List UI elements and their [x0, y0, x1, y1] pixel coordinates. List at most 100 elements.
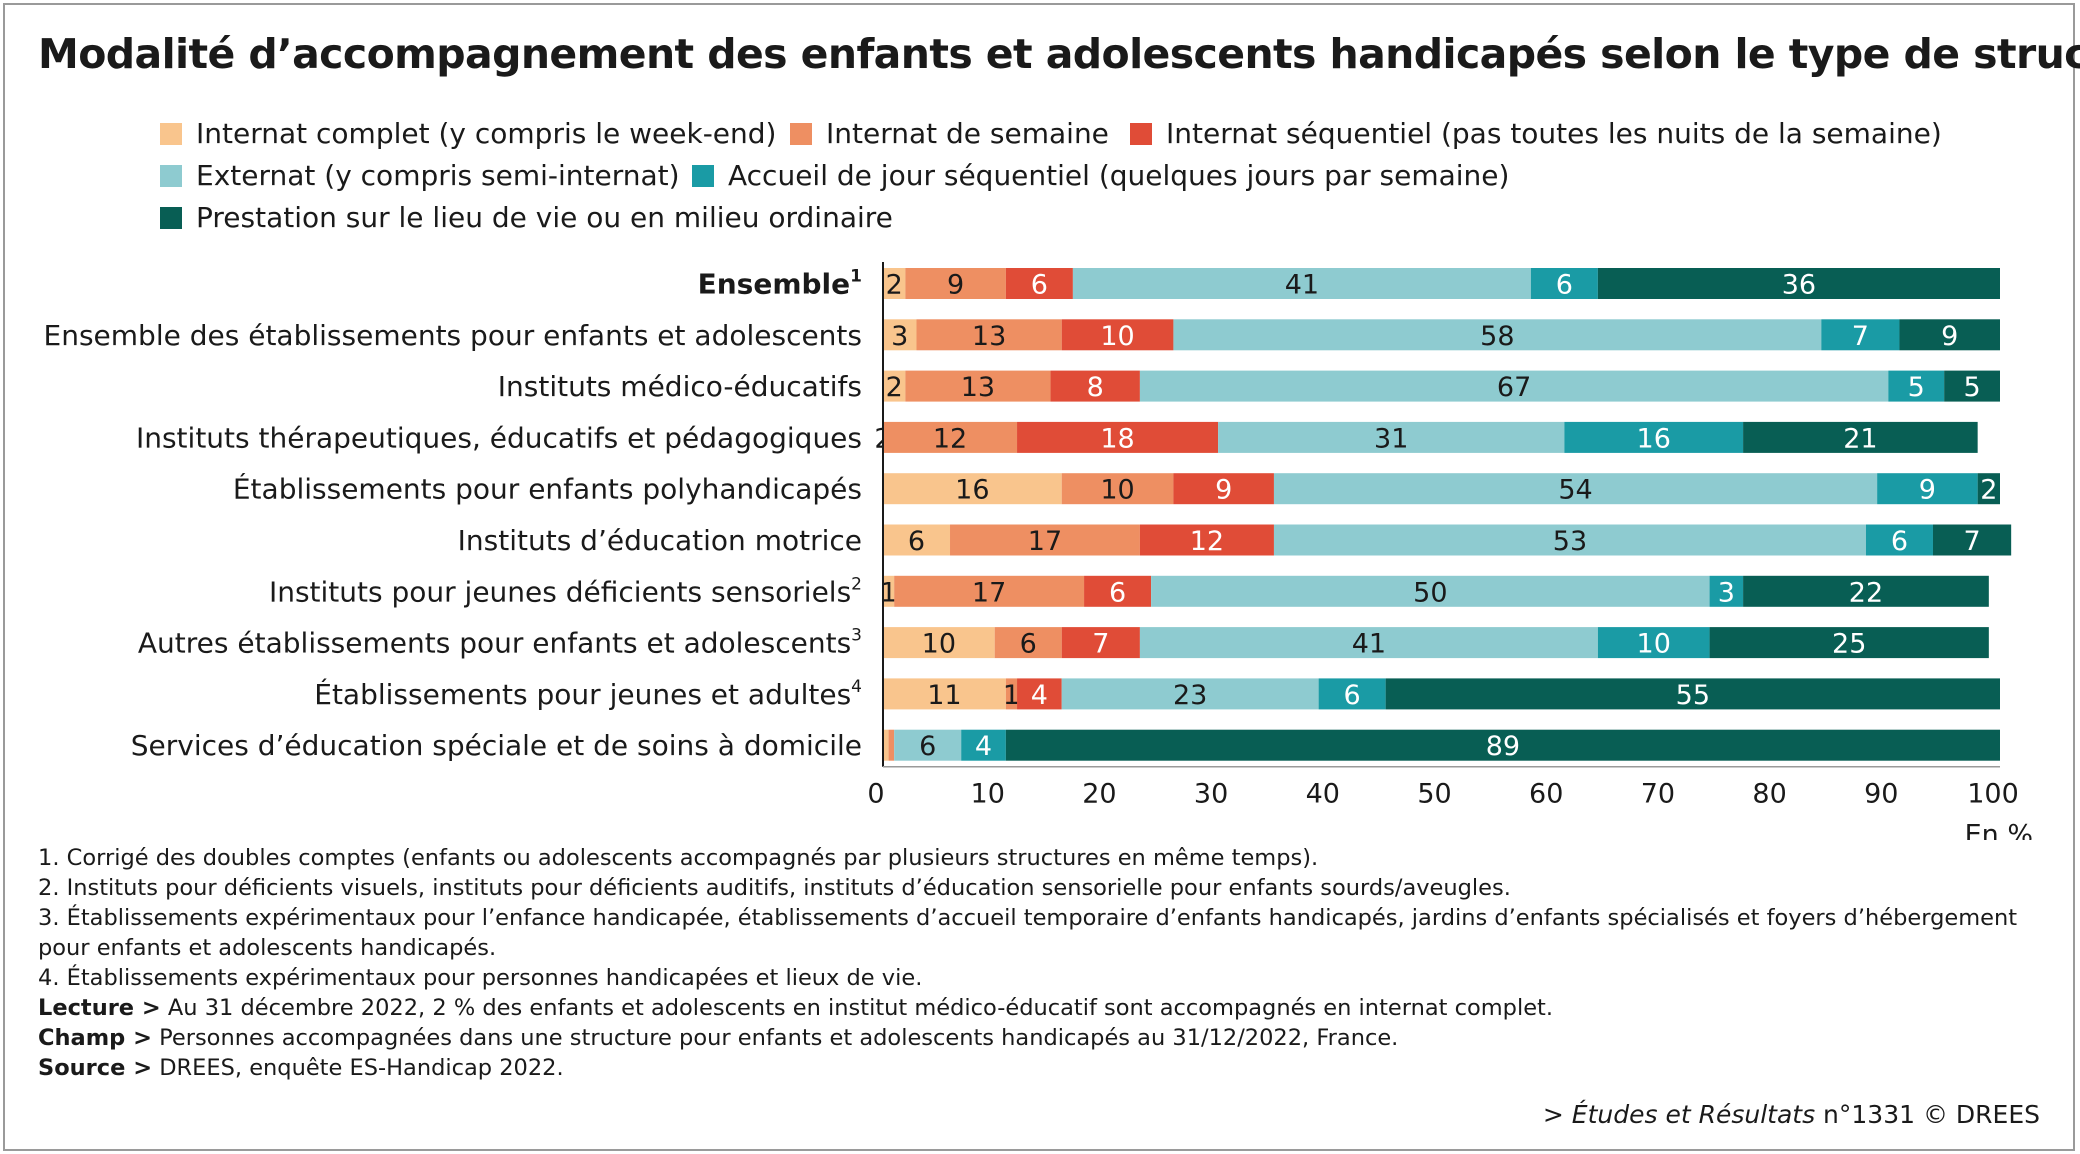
category-label: Instituts médico-éducatifs	[498, 370, 862, 403]
data-label: 21	[1843, 423, 1877, 454]
legend-item-4: Externat (y compris semi-internat)	[160, 159, 680, 192]
x-tick-label: 60	[1529, 779, 1563, 810]
data-label: 6	[1109, 577, 1126, 608]
bar-segment	[883, 319, 917, 351]
bar-segment	[1709, 627, 1989, 659]
bar-segment	[1743, 575, 1989, 607]
bar-segment	[883, 627, 995, 659]
bar-segment	[1273, 473, 1878, 505]
legend-label: Externat (y compris semi-internat)	[196, 159, 680, 192]
category-label: Instituts pour jeunes déficients sensori…	[269, 574, 862, 608]
bar-segment	[1005, 678, 1018, 710]
data-label: 10	[1637, 629, 1671, 660]
bar-segment	[1017, 421, 1219, 453]
x-tick-label: 90	[1864, 779, 1898, 810]
data-label: 7	[1852, 321, 1869, 352]
data-label: 12	[933, 423, 967, 454]
bar-segment	[1084, 575, 1152, 607]
legend-swatch	[160, 206, 182, 229]
x-tick-label: 70	[1641, 779, 1675, 810]
bar-segment	[994, 627, 1062, 659]
data-label: 17	[972, 577, 1006, 608]
bar-segment	[883, 268, 906, 299]
x-tick-label: 0	[867, 779, 884, 810]
bar-segment	[1072, 268, 1531, 299]
reading-note-text: Au 31 décembre 2022, 2 % des enfants et …	[160, 995, 1554, 1021]
bar-segment	[1944, 370, 2000, 402]
data-label: 6	[1020, 629, 1037, 660]
scope-note: Champ > Personnes accompagnées dans une …	[38, 1023, 2048, 1053]
bar-segment	[950, 524, 1140, 556]
x-tick-label: 50	[1417, 779, 1451, 810]
bar-segment	[1061, 627, 1140, 659]
bar-segment	[1061, 473, 1174, 505]
footnote-1: 1. Corrigé des doubles comptes (enfants …	[38, 845, 1319, 871]
data-label: 2	[1980, 475, 1997, 506]
data-label: 5	[1963, 372, 1980, 403]
scope-note-label: Champ >	[38, 1025, 152, 1051]
data-label: 9	[1941, 321, 1958, 352]
legend-label: Internat complet (y compris le week-end)	[196, 117, 777, 150]
data-label: 8	[1087, 372, 1104, 403]
footnote-2: 2. Instituts pour déficients visuels, in…	[38, 875, 1511, 901]
bar-segment	[883, 473, 1062, 505]
bar-segment	[1743, 421, 1978, 453]
reading-note-label: Lecture >	[38, 995, 161, 1021]
bar-segment	[1597, 268, 2000, 299]
data-label: 10	[922, 629, 956, 660]
data-label: 6	[1031, 270, 1048, 301]
data-label: 25	[1832, 629, 1866, 660]
legend-swatch	[160, 164, 182, 187]
bar-segment	[1977, 473, 2000, 505]
data-label: 6	[1344, 680, 1361, 711]
bar-segment	[883, 678, 1006, 710]
bar-segment	[883, 524, 951, 556]
data-label: 11	[927, 680, 961, 711]
bar-segment	[894, 575, 1085, 607]
data-label: 3	[1718, 577, 1735, 608]
data-label: 89	[1486, 731, 1520, 762]
bar-segment	[1530, 268, 1598, 299]
bar-segment	[1017, 678, 1062, 710]
bar-segment	[1865, 524, 1933, 556]
data-label: 9	[1215, 475, 1232, 506]
bar-segment	[894, 729, 962, 761]
bar-segment	[1139, 627, 1598, 659]
bar-segment	[905, 268, 1006, 299]
x-tick-label: 30	[1194, 779, 1228, 810]
data-label: 58	[1480, 321, 1514, 352]
bar-segment	[1318, 678, 1386, 710]
category-label: Ensemble1	[698, 267, 862, 301]
data-label: 1	[1003, 680, 1020, 711]
bar-segment	[883, 729, 889, 761]
bar-segment	[1139, 524, 1274, 556]
category-footnote-marker: 1	[850, 267, 862, 287]
data-label: 10	[1100, 475, 1134, 506]
source-note-label: Source >	[38, 1055, 153, 1081]
bar-segment	[1139, 370, 1889, 402]
data-label: 7	[1092, 629, 1109, 660]
data-label: 23	[1173, 680, 1207, 711]
category-label: Établissements pour jeunes et adultes4	[314, 677, 862, 711]
bar-segment	[1877, 473, 1978, 505]
source-note: Source > DREES, enquête ES-Handicap 2022…	[38, 1053, 2048, 1083]
bar-segment	[1597, 627, 1710, 659]
legend-swatch	[1130, 122, 1152, 145]
data-label: 6	[1891, 526, 1908, 557]
bar-segment	[1218, 421, 1565, 453]
x-tick-label: 80	[1752, 779, 1786, 810]
bar-segment	[916, 319, 1062, 351]
data-label: 9	[947, 270, 964, 301]
data-label: 12	[1190, 526, 1224, 557]
category-footnote-marker: 3	[851, 626, 862, 646]
data-label: 16	[1637, 423, 1671, 454]
source-note-text: DREES, enquête ES-Handicap 2022.	[152, 1055, 564, 1081]
data-label: 13	[961, 372, 995, 403]
bar-segment	[1709, 575, 1744, 607]
bar-segment	[905, 370, 1051, 402]
data-label: 7	[1963, 526, 1980, 557]
bar-segment	[1821, 319, 1900, 351]
data-label: 6	[919, 731, 936, 762]
data-label: 17	[1028, 526, 1062, 557]
category-label: Autres établissements pour enfants et ad…	[138, 626, 862, 660]
